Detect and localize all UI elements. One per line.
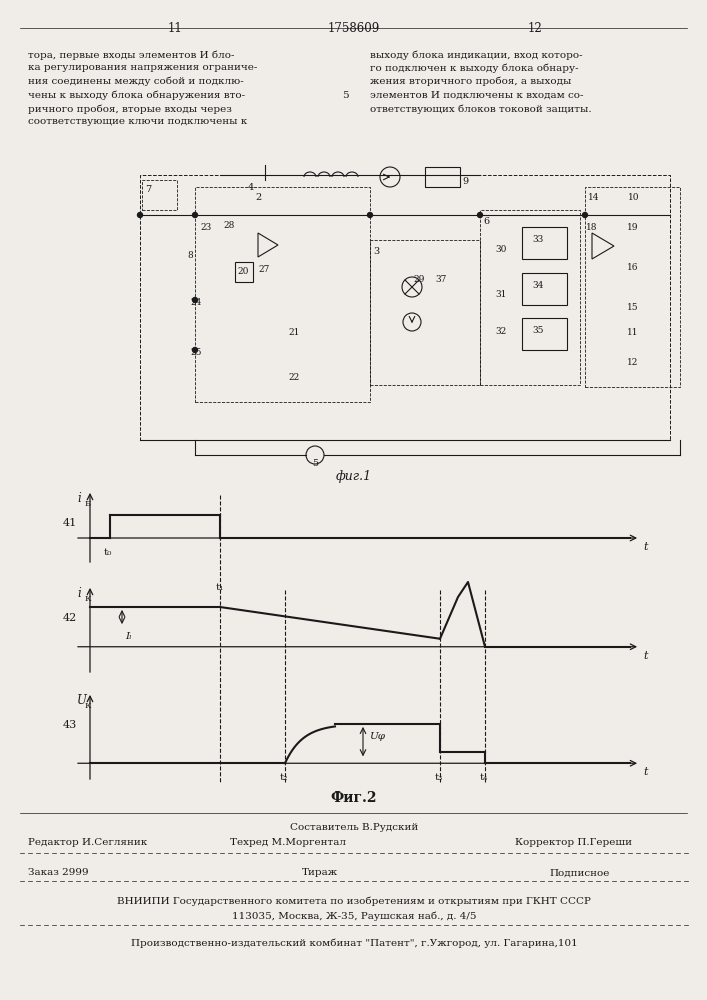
Text: 24: 24 (190, 298, 201, 307)
Text: Подписное: Подписное (550, 868, 610, 877)
Bar (195, 187, 370, 402)
Text: К: К (85, 595, 91, 603)
Text: 20: 20 (237, 267, 248, 276)
Text: 7: 7 (145, 185, 151, 194)
Text: ния соединены между собой и подклю-: ния соединены между собой и подклю- (28, 77, 244, 87)
Text: 12: 12 (527, 22, 542, 35)
Text: выходу блока индикации, вход которо-: выходу блока индикации, вход которо- (370, 50, 583, 60)
Text: 6: 6 (483, 217, 489, 226)
Bar (370, 240, 480, 385)
Text: ответствующих блоков токовой защиты.: ответствующих блоков токовой защиты. (370, 104, 592, 113)
Text: t: t (643, 651, 648, 661)
Text: i: i (77, 492, 81, 505)
Bar (425, 167, 460, 187)
Text: Uφ: Uφ (369, 732, 385, 741)
Text: 29: 29 (413, 275, 424, 284)
Text: соответствующие ключи подключены к: соответствующие ключи подключены к (28, 117, 247, 126)
Text: Iₗ: Iₗ (125, 632, 132, 641)
Text: жения вторичного пробоя, а выходы: жения вторичного пробоя, а выходы (370, 77, 571, 87)
Text: Заказ 2999: Заказ 2999 (28, 868, 88, 877)
Circle shape (192, 348, 197, 353)
Text: 15: 15 (627, 303, 638, 312)
Text: 4: 4 (248, 183, 255, 192)
Text: t₂: t₂ (280, 773, 288, 782)
Text: элементов И подключены к входам со-: элементов И подключены к входам со- (370, 91, 583, 100)
Text: 14: 14 (588, 193, 600, 202)
Bar (585, 187, 680, 387)
Text: 18: 18 (586, 223, 597, 232)
Text: Б: Б (85, 500, 91, 508)
Bar (235, 262, 253, 282)
Text: 2: 2 (255, 193, 262, 202)
Bar (142, 180, 177, 210)
Bar (522, 273, 567, 305)
Text: ка регулирования напряжения ограниче-: ка регулирования напряжения ограниче- (28, 64, 257, 73)
Text: фиг.1: фиг.1 (336, 470, 372, 483)
Text: ВНИИПИ Государственного комитета по изобретениям и открытиям при ГКНТ СССР: ВНИИПИ Государственного комитета по изоб… (117, 896, 591, 906)
Text: 31: 31 (495, 290, 506, 299)
Text: t₀: t₀ (104, 548, 112, 557)
Text: 28: 28 (223, 221, 235, 230)
Text: 16: 16 (627, 263, 638, 272)
Text: 9: 9 (462, 177, 468, 186)
Text: го подключен к выходу блока обнару-: го подключен к выходу блока обнару- (370, 64, 578, 73)
Text: Составитель В.Рудский: Составитель В.Рудский (290, 823, 418, 832)
Text: тора, первые входы элементов И бло-: тора, первые входы элементов И бло- (28, 50, 235, 60)
Text: t₄: t₄ (480, 773, 489, 782)
Text: 37: 37 (435, 275, 446, 284)
Text: 113035, Москва, Ж-35, Раушская наб., д. 4/5: 113035, Москва, Ж-35, Раушская наб., д. … (232, 911, 477, 921)
Text: 42: 42 (63, 613, 77, 623)
Text: Фиг.2: Фиг.2 (331, 791, 378, 805)
Bar (522, 318, 567, 350)
Text: i: i (77, 587, 81, 600)
Text: 25: 25 (190, 348, 201, 357)
Text: 21: 21 (288, 328, 299, 337)
Text: 23: 23 (200, 223, 211, 232)
Text: 19: 19 (627, 223, 638, 232)
Text: 35: 35 (532, 326, 544, 335)
Text: 10: 10 (628, 193, 640, 202)
Text: 11: 11 (168, 22, 182, 35)
Circle shape (583, 213, 588, 218)
Text: 34: 34 (532, 281, 544, 290)
Circle shape (192, 213, 197, 218)
Text: 5: 5 (341, 91, 349, 100)
Text: ричного пробоя, вторые входы через: ричного пробоя, вторые входы через (28, 104, 232, 113)
Text: 27: 27 (258, 265, 269, 274)
Text: 22: 22 (288, 373, 299, 382)
Circle shape (192, 298, 197, 302)
Circle shape (477, 213, 482, 218)
Text: 43: 43 (63, 720, 77, 730)
Text: 1758609: 1758609 (328, 22, 380, 35)
Text: Редактор И.Сегляник: Редактор И.Сегляник (28, 838, 147, 847)
Text: t: t (643, 542, 648, 552)
Text: 41: 41 (63, 518, 77, 528)
Bar (480, 210, 580, 385)
Text: t₁: t₁ (216, 583, 224, 592)
Text: U: U (77, 694, 87, 707)
Text: 11: 11 (627, 328, 638, 337)
Bar (140, 175, 670, 440)
Text: t: t (643, 767, 648, 777)
Text: 3: 3 (373, 247, 379, 256)
Bar (522, 227, 567, 259)
Text: Тираж: Тираж (302, 868, 338, 877)
Text: Производственно-издательский комбинат "Патент", г.Ужгород, ул. Гагарина,101: Производственно-издательский комбинат "П… (131, 938, 578, 948)
Text: 8: 8 (187, 251, 193, 260)
Text: К: К (85, 702, 91, 710)
Text: Корректор П.Гереши: Корректор П.Гереши (515, 838, 632, 847)
Circle shape (137, 213, 143, 218)
Text: 33: 33 (532, 235, 543, 244)
Text: 12: 12 (627, 358, 638, 367)
Text: 30: 30 (495, 245, 506, 254)
Circle shape (368, 213, 373, 218)
Text: 5: 5 (312, 459, 318, 468)
Text: t₃: t₃ (435, 773, 443, 782)
Text: 32: 32 (495, 327, 506, 336)
Text: Техред М.Моргентал: Техред М.Моргентал (230, 838, 346, 847)
Text: чены к выходу блока обнаружения вто-: чены к выходу блока обнаружения вто- (28, 91, 245, 100)
